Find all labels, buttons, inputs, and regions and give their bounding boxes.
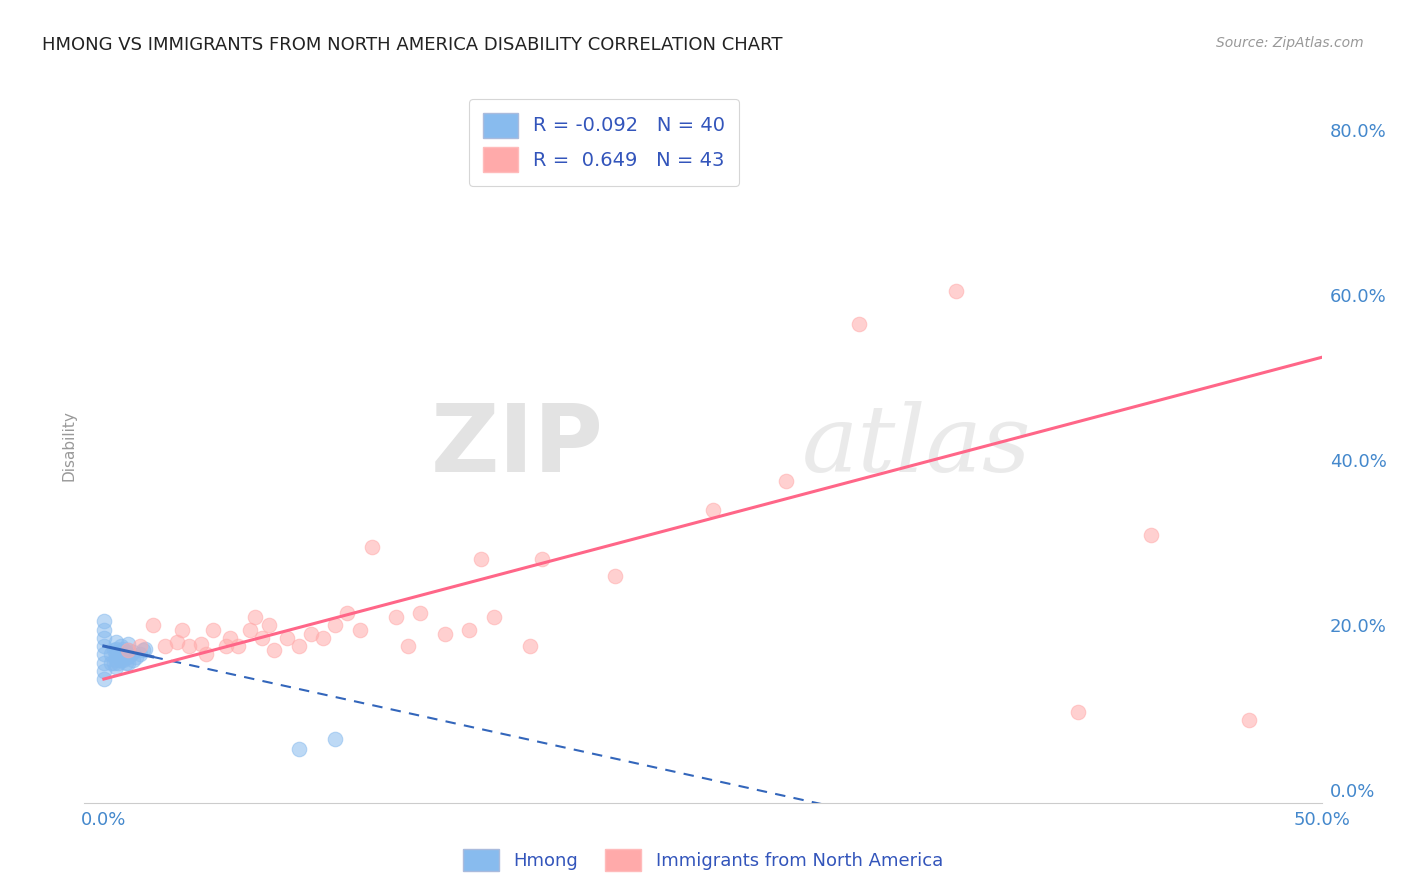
Point (531, 552, 554, 566)
Text: atlas: atlas (801, 401, 1032, 491)
Point (107, 656, 129, 670)
Point (299, 626, 322, 640)
Point (276, 631, 298, 645)
Point (323, 618, 346, 632)
Point (170, 623, 193, 637)
Point (349, 623, 371, 637)
Point (409, 606, 432, 620)
Point (458, 623, 481, 637)
Point (110, 648, 132, 662)
Point (120, 648, 142, 662)
Point (122, 653, 145, 667)
Point (190, 637, 212, 651)
Point (360, 540, 382, 554)
Point (114, 656, 136, 670)
Point (122, 645, 145, 659)
Point (93, 664, 115, 678)
Point (605, 569, 627, 583)
Point (385, 610, 408, 624)
Point (153, 639, 176, 653)
Point (129, 639, 152, 653)
Point (93, 623, 115, 637)
Point (142, 618, 165, 632)
Point (177, 639, 200, 653)
Point (112, 648, 135, 662)
Point (1067, 705, 1090, 719)
Point (470, 552, 492, 566)
Point (202, 623, 225, 637)
Point (287, 742, 309, 756)
Point (93, 615, 115, 629)
Point (103, 643, 125, 657)
Point (239, 623, 262, 637)
Point (250, 631, 273, 645)
Point (519, 639, 541, 653)
Point (93, 631, 115, 645)
Point (105, 653, 128, 667)
Point (129, 648, 152, 662)
Point (1237, 714, 1260, 728)
Point (433, 626, 456, 640)
Legend: Hmong, Immigrants from North America: Hmong, Immigrants from North America (456, 842, 950, 879)
Point (105, 641, 128, 656)
Point (287, 639, 309, 653)
Point (110, 653, 132, 667)
Point (323, 732, 346, 747)
Point (226, 639, 249, 653)
Point (100, 656, 122, 670)
Text: Source: ZipAtlas.com: Source: ZipAtlas.com (1216, 36, 1364, 50)
Point (243, 610, 266, 624)
Point (312, 631, 335, 645)
Point (214, 639, 236, 653)
Point (100, 648, 122, 662)
Point (117, 643, 139, 657)
Point (93, 672, 115, 686)
Point (103, 656, 125, 670)
Point (114, 645, 136, 659)
Y-axis label: Disability: Disability (60, 410, 76, 482)
Point (195, 648, 218, 662)
Point (134, 641, 156, 656)
Point (112, 641, 135, 656)
Point (93, 639, 115, 653)
Point (93, 656, 115, 670)
Point (848, 318, 870, 332)
Point (263, 643, 285, 657)
Text: HMONG VS IMMIGRANTS FROM NORTH AMERICA DISABILITY CORRELATION CHART: HMONG VS IMMIGRANTS FROM NORTH AMERICA D… (42, 36, 783, 54)
Point (117, 643, 139, 657)
Point (482, 610, 505, 624)
Point (166, 635, 188, 649)
Point (117, 656, 139, 670)
Point (124, 649, 146, 664)
Point (105, 635, 128, 649)
Point (117, 637, 139, 651)
Point (219, 631, 242, 645)
Point (93, 648, 115, 662)
Text: ZIP: ZIP (432, 400, 605, 492)
Point (945, 285, 967, 299)
Point (775, 474, 797, 488)
Point (702, 503, 724, 517)
Point (396, 639, 419, 653)
Point (112, 653, 135, 667)
Point (110, 639, 132, 653)
Point (132, 643, 155, 657)
Point (105, 648, 128, 662)
Point (117, 649, 139, 664)
Point (105, 659, 128, 673)
Point (1140, 527, 1163, 541)
Point (107, 645, 129, 659)
Point (259, 618, 281, 632)
Legend: R = -0.092   N = 40, R =  0.649   N = 43: R = -0.092 N = 40, R = 0.649 N = 43 (470, 99, 740, 186)
Point (336, 606, 359, 620)
